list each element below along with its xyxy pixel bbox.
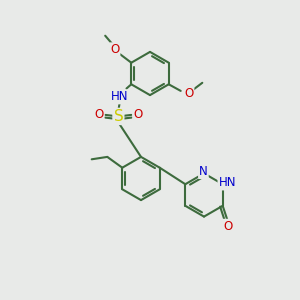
Text: HN: HN	[110, 90, 128, 104]
Text: O: O	[184, 87, 194, 100]
Text: N: N	[199, 165, 208, 178]
Text: O: O	[94, 108, 104, 121]
Text: O: O	[133, 108, 142, 121]
Text: O: O	[224, 220, 233, 233]
Text: S: S	[113, 109, 123, 124]
Text: O: O	[110, 43, 119, 56]
Text: HN: HN	[218, 176, 236, 190]
